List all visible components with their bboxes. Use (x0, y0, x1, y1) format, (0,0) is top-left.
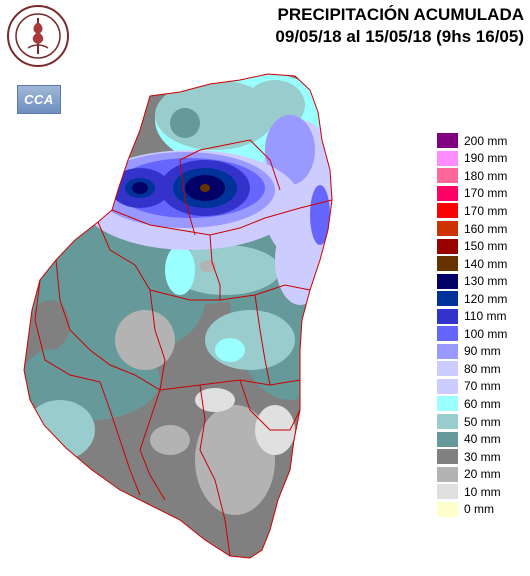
legend-item: 120 mm (437, 290, 527, 308)
legend-swatch (437, 449, 458, 465)
legend-item: 140 mm (437, 255, 527, 273)
legend-label: 60 mm (464, 396, 501, 411)
legend-swatch (437, 396, 458, 412)
legend-label: 170 mm (464, 203, 508, 218)
legend-label: 0 mm (464, 502, 494, 517)
legend-swatch (437, 185, 458, 201)
legend-item: 200 mm (437, 132, 527, 150)
legend-swatch (437, 203, 458, 219)
legend-swatch (437, 378, 458, 394)
legend-label: 180 mm (464, 168, 508, 183)
legend-item: 160 mm (437, 220, 527, 238)
legend-label: 190 mm (464, 151, 508, 166)
legend-item: 80 mm (437, 360, 527, 378)
legend-label: 170 mm (464, 186, 508, 201)
legend-swatch (437, 361, 458, 377)
legend-label: 80 mm (464, 361, 501, 376)
legend-item: 130 mm (437, 272, 527, 290)
legend-label: 130 mm (464, 274, 508, 289)
legend-swatch (437, 308, 458, 324)
legend-label: 140 mm (464, 256, 508, 271)
legend-item: 170 mm (437, 185, 527, 203)
legend-item: 110 mm (437, 307, 527, 325)
legend-swatch (437, 168, 458, 184)
legend-item: 20 mm (437, 465, 527, 483)
legend-label: 110 mm (464, 309, 507, 324)
legend-swatch (437, 326, 458, 342)
legend-swatch (437, 501, 458, 517)
legend-label: 30 mm (464, 449, 501, 464)
legend-item: 40 mm (437, 430, 527, 448)
legend-item: 0 mm (437, 500, 527, 518)
cca-logo: CCA (17, 85, 61, 114)
title-block: PRECIPITACIÓN ACUMULADA 09/05/18 al 15/0… (275, 4, 524, 48)
legend-item: 190 mm (437, 150, 527, 168)
legend-label: 10 mm (464, 484, 501, 499)
legend-label: 70 mm (464, 379, 501, 394)
legend-swatch (437, 221, 458, 236)
legend-swatch (437, 150, 458, 166)
legend-swatch (437, 133, 458, 149)
legend-item: 150 mm (437, 237, 527, 255)
legend-item: 30 mm (437, 448, 527, 466)
legend-label: 100 mm (464, 326, 508, 341)
legend-swatch (437, 414, 458, 430)
legend-label: 200 mm (464, 133, 508, 148)
precipitation-legend: 200 mm 190 mm 180 mm 170 mm 170 mm 160 mm 150 … (437, 132, 527, 518)
map-subtitle: 09/05/18 al 15/05/18 (9hs 16/05) (275, 27, 524, 46)
legend-label: 150 mm (464, 239, 508, 254)
legend-item: 60 mm (437, 395, 527, 413)
legend-swatch (437, 431, 458, 447)
legend-swatch (437, 466, 458, 482)
legend-swatch (437, 484, 458, 500)
legend-item: 90 mm (437, 343, 527, 361)
legend-swatch (437, 273, 458, 289)
legend-item: 70 mm (437, 378, 527, 396)
legend-swatch (437, 256, 458, 272)
legend-label: 120 mm (464, 291, 508, 306)
department-boundaries (23, 73, 333, 559)
legend-item: 10 mm (437, 483, 527, 501)
legend-label: 50 mm (464, 414, 501, 429)
cca-logo-text: CCA (17, 85, 61, 114)
legend-item: 100 mm (437, 325, 527, 343)
legend-label: 40 mm (464, 432, 501, 447)
legend-label: 20 mm (464, 467, 501, 482)
legend-swatch (437, 291, 458, 307)
legend-swatch (437, 238, 458, 254)
legend-item: 170 mm (437, 202, 527, 220)
legend-label: 160 mm (464, 221, 508, 236)
legend-item: 50 mm (437, 413, 527, 431)
map-title: PRECIPITACIÓN ACUMULADA (277, 5, 525, 24)
legend-swatch (437, 343, 458, 359)
bolsa-cereales-seal-logo (7, 5, 69, 67)
legend-label: 90 mm (464, 344, 501, 359)
legend-item: 180 mm (437, 167, 527, 185)
